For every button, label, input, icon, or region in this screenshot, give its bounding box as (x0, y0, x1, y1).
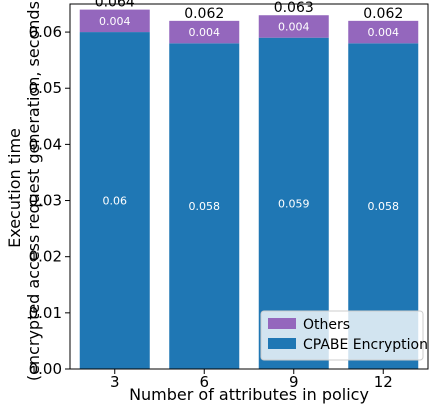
data-label-total-3: 0.064 (95, 0, 135, 11)
legend-swatch-others (268, 318, 296, 329)
data-label-total-6: 0.062 (184, 6, 224, 22)
data-label-others-12: 0.004 (368, 26, 400, 39)
data-label-others-6: 0.004 (189, 26, 221, 39)
y-tick-label-0.06: 0.06 (29, 23, 62, 41)
legend-box (260, 310, 424, 361)
x-axis-title: Number of attributes in policy (129, 385, 369, 404)
bar-cpabe-encryption-3 (79, 32, 150, 369)
data-label-cpabe-6: 0.058 (189, 200, 221, 213)
bar-others-3 (79, 9, 150, 33)
x-tick-label-12: 12 (374, 373, 393, 391)
bar-others-12 (348, 20, 419, 44)
data-label-others-9: 0.004 (278, 20, 310, 33)
legend-swatch-cpabe-encryption (268, 338, 296, 349)
plot-area: 0.060.0040.06430.0580.0040.06260.0590.00… (29, 0, 429, 391)
x-tick-label-9: 9 (289, 373, 299, 391)
axes-frame (69, 3, 429, 370)
x-tick-label-3: 3 (110, 373, 120, 391)
bar-cpabe-encryption-6 (169, 43, 240, 370)
y-axis-title-line-1: Execution time (5, 128, 24, 248)
data-label-cpabe-3: 0.06 (103, 195, 128, 208)
data-label-others-3: 0.004 (99, 15, 131, 28)
y-tick-label-0.05: 0.05 (29, 79, 62, 97)
y-tick-label-0.00: 0.00 (29, 360, 62, 378)
data-label-cpabe-12: 0.058 (368, 200, 400, 213)
legend-label-cpabe-encryption: CPABE Encryption (303, 337, 428, 353)
data-label-total-9: 0.063 (274, 0, 314, 16)
data-label-total-12: 0.062 (363, 6, 403, 22)
data-label-cpabe-9: 0.059 (278, 197, 310, 210)
y-tick-label-0.04: 0.04 (29, 135, 62, 153)
bar-others-9 (258, 15, 329, 38)
y-axis-title-line-2: (encrypted access request generation, se… (24, 0, 43, 381)
y-tick-label-0.03: 0.03 (29, 192, 62, 210)
legend-label-others: Others (303, 317, 350, 333)
bar-others-6 (169, 20, 240, 44)
x-tick-label-6: 6 (199, 373, 209, 391)
y-tick-label-0.01: 0.01 (29, 304, 62, 322)
y-tick-label-0.02: 0.02 (29, 248, 62, 266)
y-axis-title: Execution time (encrypted access request… (5, 0, 43, 381)
